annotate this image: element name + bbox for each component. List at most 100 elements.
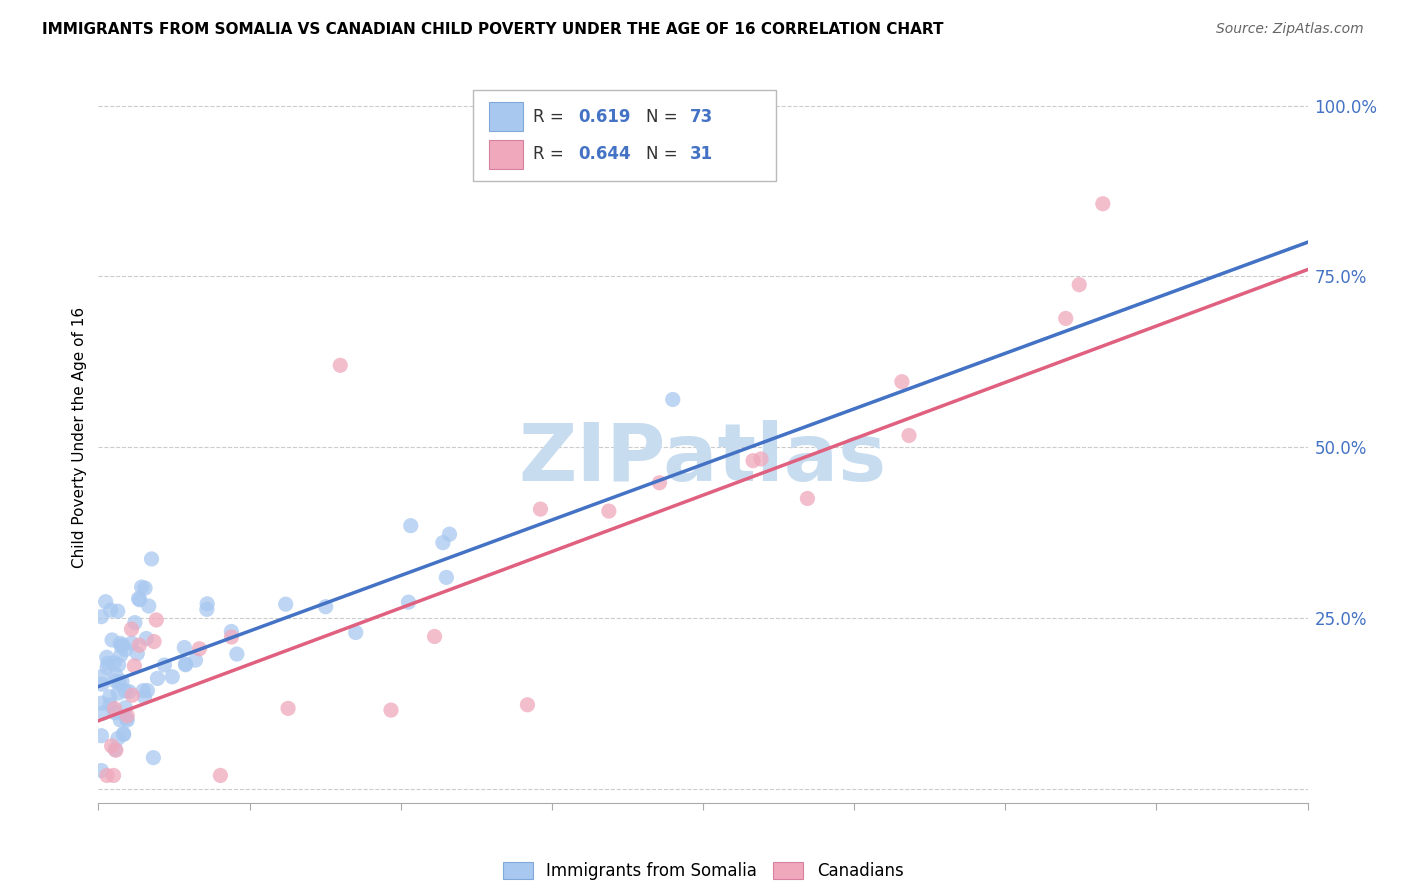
Point: [112, 727, 135, 741]
Point: [146, 672, 169, 686]
Point: [100, 739, 122, 753]
Text: R =: R =: [533, 145, 568, 163]
Point: [398, 595, 420, 609]
Point: [127, 647, 149, 661]
Point: [184, 653, 207, 667]
Text: 73: 73: [690, 108, 713, 126]
Point: [173, 640, 195, 655]
Point: [110, 713, 132, 727]
Point: [796, 491, 818, 506]
Point: [529, 502, 551, 516]
Point: [195, 597, 218, 611]
Point: [439, 527, 461, 541]
Text: 31: 31: [690, 145, 713, 163]
Point: [104, 673, 127, 688]
Point: [434, 570, 457, 584]
Point: [108, 676, 131, 690]
Point: [329, 359, 352, 373]
Bar: [489, 139, 523, 169]
Point: [1054, 311, 1077, 326]
Point: [114, 700, 136, 714]
Point: [104, 706, 127, 720]
Point: [134, 581, 156, 595]
Text: 0.619: 0.619: [578, 108, 631, 126]
Point: [112, 727, 135, 741]
Point: [1069, 277, 1091, 292]
Point: [96, 660, 118, 674]
Text: ZIPatlas: ZIPatlas: [519, 420, 887, 498]
Point: [107, 731, 129, 746]
Point: [399, 518, 422, 533]
Point: [153, 658, 176, 673]
Text: 0.644: 0.644: [578, 145, 631, 163]
Point: [90, 764, 112, 778]
Point: [110, 648, 132, 662]
Point: [138, 599, 160, 613]
Point: [145, 613, 167, 627]
Point: [128, 591, 150, 606]
Point: [898, 428, 921, 442]
Point: [188, 641, 211, 656]
Text: R =: R =: [533, 108, 568, 126]
Point: [90, 696, 112, 710]
Point: [136, 683, 159, 698]
Point: [162, 670, 184, 684]
Text: N =: N =: [647, 108, 683, 126]
Point: [110, 639, 132, 653]
Point: [195, 602, 218, 616]
Point: [104, 743, 127, 757]
Point: [344, 625, 367, 640]
Point: [94, 595, 117, 609]
Point: [103, 701, 125, 715]
Point: [174, 657, 197, 671]
FancyBboxPatch shape: [474, 90, 776, 181]
Bar: [489, 102, 523, 131]
Point: [101, 632, 124, 647]
Point: [432, 535, 454, 549]
Point: [131, 580, 153, 594]
Point: [124, 615, 146, 630]
Point: [90, 609, 112, 624]
Point: [93, 706, 115, 720]
Point: [174, 657, 197, 672]
Point: [90, 729, 112, 743]
Y-axis label: Child Poverty Under the Age of 16: Child Poverty Under the Age of 16: [72, 307, 87, 567]
Point: [107, 657, 129, 672]
Point: [128, 592, 150, 607]
Point: [315, 599, 337, 614]
Point: [423, 630, 446, 644]
Point: [661, 392, 683, 407]
Point: [132, 683, 155, 698]
Point: [648, 475, 671, 490]
Point: [1091, 196, 1114, 211]
Point: [104, 742, 127, 756]
Point: [141, 552, 163, 566]
Point: [114, 642, 136, 657]
Point: [100, 603, 122, 617]
Point: [107, 686, 129, 700]
Point: [115, 712, 138, 726]
Point: [90, 677, 112, 691]
Point: [742, 453, 765, 467]
Text: N =: N =: [647, 145, 683, 163]
Point: [90, 670, 112, 684]
Point: [121, 622, 143, 636]
Point: [142, 750, 165, 764]
Point: [890, 375, 912, 389]
Legend: Immigrants from Somalia, Canadians: Immigrants from Somalia, Canadians: [496, 855, 910, 887]
Point: [110, 636, 132, 650]
Point: [111, 674, 134, 689]
Point: [117, 713, 139, 727]
Point: [96, 768, 118, 782]
Point: [114, 684, 136, 698]
Point: [103, 768, 125, 782]
Point: [103, 656, 125, 670]
Point: [104, 668, 127, 682]
Point: [121, 636, 143, 650]
Point: [128, 638, 150, 652]
Point: [124, 659, 146, 673]
Point: [380, 703, 402, 717]
Point: [225, 647, 247, 661]
Point: [221, 624, 243, 639]
Point: [96, 650, 118, 665]
